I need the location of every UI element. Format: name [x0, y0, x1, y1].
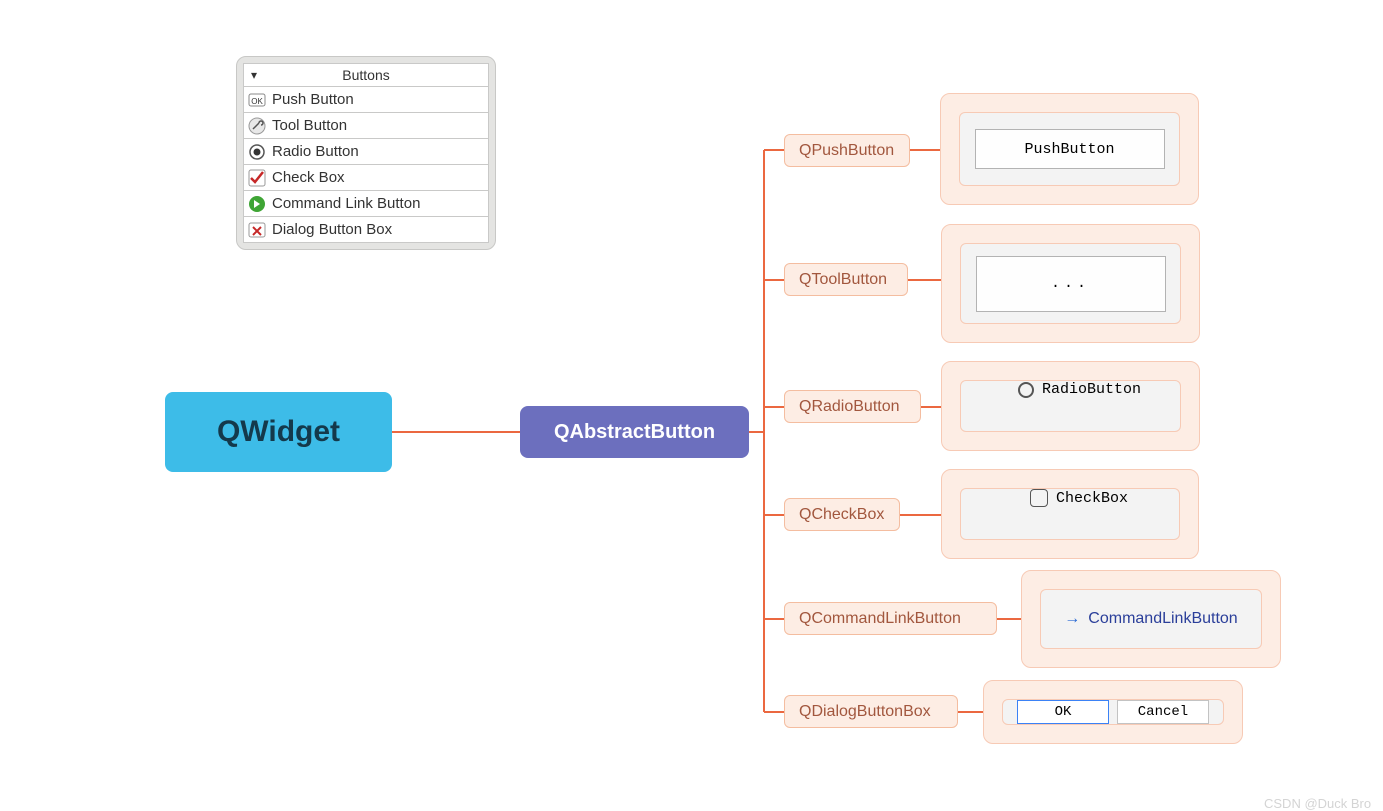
checkbox-icon [1030, 489, 1048, 507]
radio-icon [1018, 382, 1034, 398]
preview-cmd: → CommandLinkButton [1021, 570, 1281, 668]
commandlink-demo[interactable]: → CommandLinkButton [1064, 610, 1237, 628]
node-radio[interactable]: QRadioButton [784, 390, 921, 423]
dialog-buttons: OK Cancel [1017, 700, 1209, 724]
panel-item-label: Push Button [272, 91, 354, 108]
radio-label: RadioButton [1042, 381, 1141, 398]
pushbutton-demo[interactable]: PushButton [975, 129, 1165, 169]
commandlink-label: CommandLinkButton [1088, 610, 1237, 628]
preview-inner: PushButton [959, 112, 1180, 186]
node-label: QDialogButtonBox [799, 703, 931, 721]
radio-icon [248, 143, 266, 161]
node-label: QRadioButton [799, 398, 900, 416]
toolbutton-demo[interactable]: ... [976, 256, 1166, 312]
preview-check: CheckBox [941, 469, 1199, 559]
panel-title: Buttons [264, 67, 488, 83]
preview-inner: ... [960, 243, 1181, 324]
panel-item-ok[interactable]: OK Push Button [243, 87, 489, 113]
preview-tool: ... [941, 224, 1200, 343]
ok-icon: OK [248, 91, 266, 109]
preview-radio: RadioButton [941, 361, 1200, 451]
preview-inner: RadioButton [960, 380, 1181, 432]
node-check[interactable]: QCheckBox [784, 498, 900, 531]
preview-dlg: OK Cancel [983, 680, 1243, 744]
panel-item-radio[interactable]: Radio Button [243, 139, 489, 165]
node-qabstractbutton[interactable]: QAbstractButton [520, 406, 749, 458]
node-tool[interactable]: QToolButton [784, 263, 908, 296]
node-label: QWidget [217, 415, 340, 449]
node-label: QPushButton [799, 142, 894, 160]
node-cmd[interactable]: QCommandLinkButton [784, 602, 997, 635]
arrow-green-icon [248, 195, 266, 213]
checkbox-label: CheckBox [1056, 490, 1128, 507]
watermark: CSDN @Duck Bro [1264, 796, 1371, 811]
qt-designer-panel: ▾ Buttons OK Push Button Tool Button Radio … [236, 56, 496, 250]
svg-text:OK: OK [251, 97, 263, 106]
ok-button[interactable]: OK [1017, 700, 1109, 724]
panel-item-dialog-x[interactable]: Dialog Button Box [243, 217, 489, 243]
arrow-right-icon: → [1064, 610, 1080, 628]
node-push[interactable]: QPushButton [784, 134, 910, 167]
node-label: QAbstractButton [554, 421, 715, 444]
node-label: QCommandLinkButton [799, 610, 961, 628]
panel-item-label: Check Box [272, 169, 345, 186]
checkbox-demo[interactable]: CheckBox [1030, 489, 1128, 507]
panel-item-wrench[interactable]: Tool Button [243, 113, 489, 139]
panel-item-label: Dialog Button Box [272, 221, 392, 238]
wrench-icon [248, 117, 266, 135]
radiobutton-demo[interactable]: RadioButton [1018, 381, 1141, 398]
node-dlg[interactable]: QDialogButtonBox [784, 695, 958, 728]
node-label: QToolButton [799, 271, 887, 289]
preview-inner: → CommandLinkButton [1040, 589, 1262, 649]
cancel-button[interactable]: Cancel [1117, 700, 1209, 724]
preview-inner: OK Cancel [1002, 699, 1224, 725]
node-qwidget[interactable]: QWidget [165, 392, 392, 472]
preview-inner: CheckBox [960, 488, 1180, 540]
panel-item-arrow-green[interactable]: Command Link Button [243, 191, 489, 217]
chevron-down-icon: ▾ [244, 68, 264, 82]
node-label: QCheckBox [799, 506, 884, 524]
panel-body: OK Push Button Tool Button Radio Button Chec… [243, 87, 489, 243]
panel-item-label: Tool Button [272, 117, 347, 134]
dialog-x-icon [248, 221, 266, 239]
panel-item-label: Radio Button [272, 143, 359, 160]
panel-item-check[interactable]: Check Box [243, 165, 489, 191]
panel-header[interactable]: ▾ Buttons [243, 63, 489, 87]
check-icon [248, 169, 266, 187]
preview-push: PushButton [940, 93, 1199, 205]
panel-item-label: Command Link Button [272, 195, 420, 212]
